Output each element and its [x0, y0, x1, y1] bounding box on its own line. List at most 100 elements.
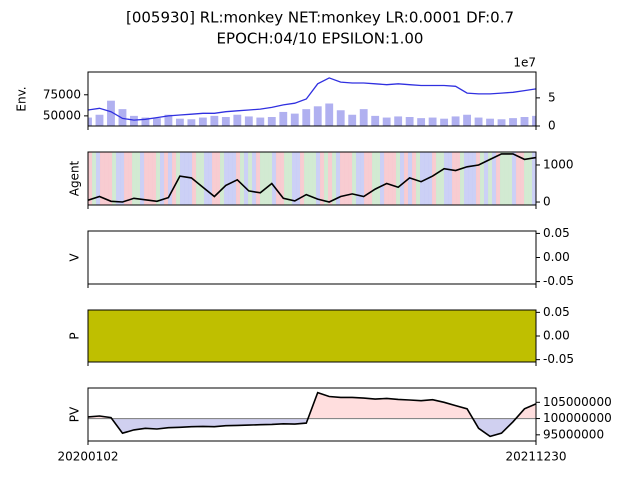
action-stripe [256, 152, 261, 205]
action-stripe [248, 152, 253, 205]
action-stripe [216, 152, 221, 205]
action-stripe [200, 152, 205, 205]
volume-bar [440, 118, 449, 126]
action-stripe [220, 152, 225, 205]
action-stripe [108, 152, 113, 205]
x-tick-label: 20200102 [57, 450, 118, 464]
action-stripe [152, 152, 157, 205]
plot-area [88, 77, 536, 126]
y-axis-label: Agent [68, 160, 82, 196]
y-tick-label: -0.05 [543, 352, 574, 366]
volume-bar [164, 114, 173, 126]
plot-area [88, 152, 536, 205]
action-stripe [264, 152, 269, 205]
action-stripe [292, 152, 297, 205]
action-stripe [288, 152, 293, 205]
volume-bar [405, 117, 414, 126]
volume-bar [302, 109, 311, 126]
action-stripe [504, 152, 509, 205]
volume-bar [474, 117, 483, 126]
volume-bar [382, 117, 391, 126]
value-line [88, 391, 536, 438]
action-stripe [480, 152, 485, 205]
volume-bar [520, 117, 529, 126]
x-tick-label: 20211230 [505, 450, 566, 464]
action-stripe [304, 152, 309, 205]
action-stripe [468, 152, 473, 205]
action-stripe [276, 152, 281, 205]
volume-bar [279, 111, 288, 126]
volume-bar [221, 117, 230, 126]
action-stripe [432, 152, 437, 205]
y-axis-label: P [68, 332, 82, 339]
action-stripe [300, 152, 305, 205]
chart-subtitle: EPOCH:04/10 EPSILON:1.00 [217, 30, 424, 48]
action-stripe [92, 152, 97, 205]
y-axis-label: V [68, 253, 82, 262]
volume-bar [486, 118, 494, 126]
action-stripe [268, 152, 273, 205]
action-stripe [296, 152, 301, 205]
volume-bar [336, 110, 345, 126]
action-stripe [316, 152, 321, 205]
action-stripe [452, 152, 457, 205]
action-stripe [532, 152, 536, 205]
volume-bar [130, 115, 138, 126]
volume-bar [290, 113, 299, 126]
action-stripe [484, 152, 489, 205]
axes-frame [87, 151, 537, 206]
action-stripe [456, 152, 461, 205]
volume-bar [175, 118, 184, 126]
action-stripe [420, 152, 425, 205]
action-stripe [364, 152, 369, 205]
action-stripe [352, 152, 357, 205]
volume-bar [313, 106, 322, 126]
action-stripe [476, 152, 481, 205]
volume-bar [371, 115, 380, 126]
volume-bar [233, 114, 242, 126]
action-stripe [380, 152, 385, 205]
volume-bar [153, 118, 161, 126]
action-stripe [184, 152, 189, 205]
y-tick-label: 0.00 [543, 329, 570, 343]
action-stripe [384, 152, 389, 205]
y-axis-label: PV [68, 406, 82, 422]
action-stripe [328, 152, 333, 205]
action-stripe [528, 152, 533, 205]
volume-bar [509, 118, 517, 126]
action-stripe [280, 152, 285, 205]
action-stripe [120, 152, 125, 205]
action-stripe [332, 152, 337, 205]
y-tick-label: -0.05 [543, 274, 574, 288]
volume-bar [210, 115, 219, 126]
action-stripe [520, 152, 525, 205]
action-stripe [336, 152, 341, 205]
action-stripe [124, 152, 129, 205]
y-tick-label: 105000000 [543, 395, 612, 409]
volume-bar [256, 117, 265, 126]
action-stripe [508, 152, 513, 205]
action-stripe [400, 152, 405, 205]
y-tick-label: 100000000 [543, 411, 612, 425]
volume-bar [198, 117, 207, 126]
action-stripe [208, 152, 213, 205]
action-stripe [492, 152, 497, 205]
volume-bar [463, 114, 471, 126]
action-stripe [412, 152, 417, 205]
action-stripe [272, 152, 277, 205]
probability-fill [88, 310, 536, 362]
action-stripe [212, 152, 217, 205]
action-stripe [104, 152, 109, 205]
y2-offset-label: 1e7 [513, 56, 536, 70]
chart-title: [005930] RL:monkey NET:monkey LR:0.0001 … [126, 9, 514, 27]
y-tick-label: 50000 [43, 108, 81, 122]
action-stripe [112, 152, 117, 205]
action-stripe [388, 152, 393, 205]
action-stripe [416, 152, 421, 205]
action-stripe [192, 152, 197, 205]
volume-bar [394, 116, 403, 126]
axes-frame [87, 71, 537, 127]
action-stripe [360, 152, 365, 205]
action-stripe [496, 152, 501, 205]
